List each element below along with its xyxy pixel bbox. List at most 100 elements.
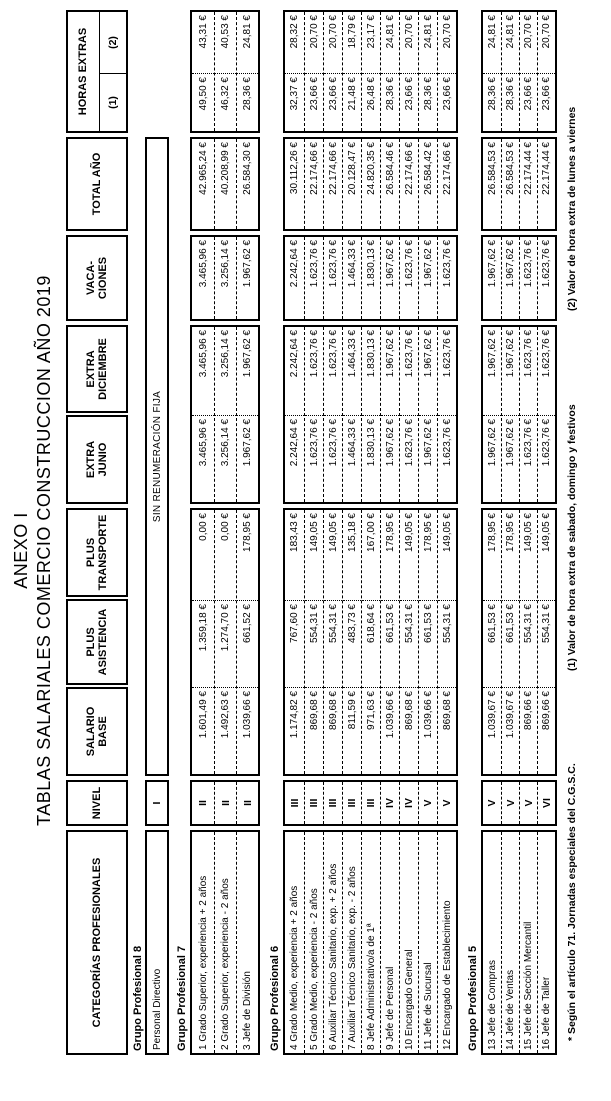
header-line: NIVEL xyxy=(90,786,103,820)
header-line: PLUS xyxy=(84,627,97,657)
table-row: 14 Jefe de Ventas xyxy=(501,832,519,1053)
cell-categoria: 3 Jefe de División xyxy=(242,971,253,1050)
table-row: 869,68 € 554,31 €149,05 € xyxy=(323,510,342,774)
cell-asistencia: 554,31 € xyxy=(400,601,418,688)
cell-categoria: 7 Auxiliar Técnico Sanitario, exp. - 2 a… xyxy=(346,866,358,1050)
cell-categoria: 2 Grado Superior, experiencia - 2 años xyxy=(220,878,231,1050)
group-label: Grupo Profesional 6 xyxy=(269,945,281,1051)
header-line: EXTRA xyxy=(84,440,97,479)
cell-horas2: 24,81 € xyxy=(381,12,399,74)
table-row: 869,68 € 554,31 €149,05 € xyxy=(304,510,323,774)
table-row: V xyxy=(519,782,537,824)
table-row: 1.623,76 € xyxy=(304,237,323,319)
table-row: 22.174,44 € xyxy=(537,139,555,229)
table-row: 16 Jefe de Taller xyxy=(537,832,555,1053)
cell-salario: 1.174,82 € xyxy=(289,691,300,739)
cell-total: 30.112,26 € xyxy=(289,142,300,195)
group-horas: 28,36 € 24,81 € 28,36 € 24,81 € 23,66 € 20,70… xyxy=(481,10,557,133)
cell-salario: 1.039,67 € xyxy=(505,691,516,739)
cell-junio: 1.623,76 € xyxy=(327,419,339,467)
footnote-1: (1) Valor de hora extra de sabado, domin… xyxy=(566,404,578,671)
cell-vacaciones: 1.623,76 € xyxy=(308,240,320,288)
cell-horas1: 28,36 € xyxy=(505,77,516,111)
table-row: 23,66 € 20,70 € xyxy=(399,12,418,131)
header-line: CATEGORÍAS PROFESIONALES xyxy=(90,857,103,1028)
cell-nivel: V xyxy=(486,799,498,807)
header-row: CATEGORÍAS PROFESIONALES NIVEL SALARIO BASE… xyxy=(66,5,128,1055)
cell-junio: 1.623,76 € xyxy=(403,419,415,467)
cell-total: 22.174,66 € xyxy=(403,142,415,195)
header-jun: EXTRA JUNIO xyxy=(66,415,128,504)
cell-asistencia: 554,31 € xyxy=(438,601,456,688)
table-row: 23,66 € 20,70 € xyxy=(437,12,456,131)
cell-total: 26.584,53 € xyxy=(486,142,498,195)
header-line: EXTRA xyxy=(84,350,97,388)
table-row: 3 Jefe de División xyxy=(236,832,258,1053)
table-row: II xyxy=(214,782,236,824)
group-nivel: V V V VI xyxy=(481,780,557,826)
table-row: 1.623,76 € 1.623,76 € xyxy=(519,327,537,502)
cell-diciembre: 1.967,62 € xyxy=(381,327,399,416)
cell-nivel: VI xyxy=(540,798,553,808)
cell-vacaciones: 1.623,76 € xyxy=(523,240,534,288)
cell-horas2: 20,70 € xyxy=(438,12,456,74)
cell-horas2: 23,17 € xyxy=(362,12,380,74)
cell-nivel: IV xyxy=(403,798,415,808)
group-extras: 3.465,96 €3.465,96 €3.256,14 €3.256,14 €… xyxy=(190,325,260,504)
cell-horas1: 28,36 € xyxy=(384,77,396,111)
cell-nivel: III xyxy=(365,798,377,808)
table-row: V xyxy=(483,782,501,824)
header-vaca: VACA- CIONES xyxy=(66,235,128,321)
table-row: 40.208,99 € xyxy=(214,139,236,229)
table-row: 869,66 € 554,31 €149,05 € xyxy=(519,510,537,774)
cell-junio: 1.623,76 € xyxy=(441,419,453,467)
table-row: 26.584,53 € xyxy=(501,139,519,229)
table-row: 26.584,42 € xyxy=(418,139,437,229)
cell-categoria: 1 Grado Superior, experiencia + 2 años xyxy=(197,875,209,1050)
group-nivel: I xyxy=(145,780,169,826)
table-row: 2 Grado Superior, experiencia - 2 años xyxy=(214,832,236,1053)
table-row: 971,63 € 618,64 €167,00 € xyxy=(361,510,380,774)
group-vacaciones: 2.242,64 € 1.623,76 € 1.623,76 € 1.464,33 €… xyxy=(283,235,458,321)
group-horas: 49,50 € 43,31 € 46,32 € 40,53 € 28,36 € 24,81… xyxy=(190,10,260,133)
group-total: 30.112,26 € 22.174,66 € 22.174,66 € 20.128,… xyxy=(283,137,458,231)
table-row: 1.623,76 € xyxy=(519,237,537,319)
cell-vacaciones: 1.967,62 € xyxy=(505,240,516,288)
table-row: 811,59 € 483,73 €135,18 € xyxy=(342,510,361,774)
cell-junio: 1.830,13 € xyxy=(365,419,377,467)
table-row: 1.967,62 € xyxy=(501,237,519,319)
cell-vacaciones: 2.242,64 € xyxy=(289,240,300,288)
cell-transporte: 149,05 € xyxy=(438,510,456,601)
table-row: 1.623,76 € 1.623,76 € xyxy=(304,327,323,502)
table-row: 15 Jefe de Sección Mercantil xyxy=(519,832,537,1053)
footnote-2: (2) Valor de hora extra de lunes a viern… xyxy=(566,106,578,311)
header-horas-label: HORAS EXTRAS xyxy=(68,12,100,131)
group-categoria: Personal Directivo xyxy=(145,830,169,1055)
cell-transporte: 178,95 € xyxy=(237,510,258,601)
salary-table: CATEGORÍAS PROFESIONALES NIVEL SALARIO BASE… xyxy=(66,5,557,1055)
cell-vacaciones: 1.464,33 € xyxy=(346,240,358,288)
table-row: 5 Grado Medio, experiencia - 2 años xyxy=(304,832,323,1053)
cell-asistencia: 661,53 € xyxy=(381,601,399,688)
table-row: III xyxy=(361,782,380,824)
title-anexo: ANEXO I xyxy=(11,512,31,589)
table-row: 1.967,62 € 1.967,62 € xyxy=(236,327,258,502)
cell-horas1: 32,37 € xyxy=(289,77,300,111)
cell-total: 26.584,53 € xyxy=(505,142,516,195)
cell-salario: 869,68 € xyxy=(441,691,453,730)
group-label: Grupo Profesional 7 xyxy=(176,945,188,1051)
cell-salario: 869,66 € xyxy=(541,691,552,730)
cell-junio: 1.967,62 € xyxy=(486,419,498,467)
table-row: 1.967,62 € xyxy=(380,237,399,319)
header-cat: CATEGORÍAS PROFESIONALES xyxy=(66,830,128,1055)
table-row: 26,48 € 23,17 € xyxy=(361,12,380,131)
header-horas-2: (2) xyxy=(100,12,126,74)
table-row: 1.623,76 € xyxy=(399,237,418,319)
table-row: 1.967,62 € xyxy=(418,237,437,319)
cell-total: 26.584,30 € xyxy=(242,142,253,195)
header-dic: EXTRA DICIEMBRE xyxy=(66,325,128,413)
cell-horas1: 28,36 € xyxy=(242,77,253,111)
group-pluses: 1.601,49 € 1.359,18 €0,00 € 1.492,63 € 1.27… xyxy=(190,508,260,776)
cell-horas1: 23,66 € xyxy=(327,77,339,111)
table-row: 22.174,66 € xyxy=(304,139,323,229)
